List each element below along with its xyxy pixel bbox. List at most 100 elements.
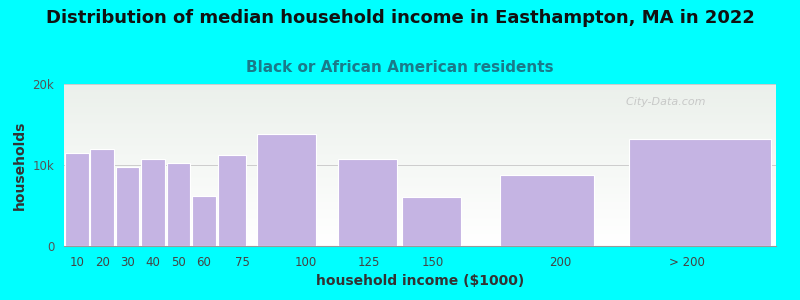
Bar	[64, 243, 776, 244]
Bar	[64, 102, 776, 103]
Bar	[64, 197, 776, 198]
Bar	[64, 133, 776, 134]
Bar	[64, 154, 776, 155]
Bar	[64, 165, 776, 166]
Bar	[64, 130, 776, 131]
Bar	[64, 137, 776, 138]
Bar	[64, 117, 776, 118]
Bar	[64, 200, 776, 201]
Bar	[64, 241, 776, 242]
Bar	[64, 206, 776, 207]
Bar	[629, 139, 770, 246]
Bar	[64, 230, 776, 231]
Bar	[64, 171, 776, 172]
Bar	[64, 202, 776, 203]
Bar	[64, 128, 776, 129]
Bar	[64, 157, 776, 158]
Bar	[64, 183, 776, 184]
Bar	[64, 156, 776, 157]
Bar	[64, 190, 776, 191]
Bar	[64, 167, 776, 168]
Y-axis label: households: households	[13, 120, 27, 210]
Bar	[64, 219, 776, 220]
Bar	[64, 244, 776, 245]
Bar	[64, 96, 776, 97]
Bar	[64, 116, 776, 117]
Bar	[64, 189, 776, 190]
Bar	[64, 231, 776, 232]
Bar	[64, 208, 776, 209]
Bar	[64, 195, 776, 196]
Bar	[64, 184, 776, 185]
Bar	[166, 164, 190, 246]
Bar	[64, 134, 776, 135]
Bar	[64, 173, 776, 174]
Bar	[64, 103, 776, 104]
Bar	[402, 197, 461, 246]
Bar	[64, 131, 776, 132]
Bar	[64, 141, 776, 142]
Bar	[64, 91, 776, 92]
Bar	[64, 158, 776, 159]
Bar	[64, 94, 776, 95]
Bar	[64, 222, 776, 223]
Bar	[64, 198, 776, 199]
Bar	[64, 143, 776, 144]
Bar	[64, 181, 776, 182]
Bar	[64, 172, 776, 173]
Bar	[64, 225, 776, 226]
Bar	[64, 179, 776, 180]
Bar	[64, 226, 776, 227]
Bar	[64, 129, 776, 130]
Bar	[64, 228, 776, 229]
Bar	[64, 118, 776, 119]
Bar	[64, 142, 776, 143]
Bar	[64, 86, 776, 87]
Bar	[141, 159, 165, 246]
Bar	[64, 149, 776, 150]
Bar	[64, 111, 776, 112]
Bar	[64, 132, 776, 133]
Bar	[64, 232, 776, 233]
Bar	[64, 87, 776, 88]
Bar	[64, 162, 776, 163]
Bar	[64, 242, 776, 243]
Bar	[64, 207, 776, 208]
Bar	[64, 164, 776, 165]
Bar	[500, 175, 594, 246]
Text: Black or African American residents: Black or African American residents	[246, 60, 554, 75]
Bar	[64, 180, 776, 181]
Bar	[64, 127, 776, 128]
Bar	[64, 148, 776, 149]
Bar	[64, 84, 776, 85]
Bar	[64, 178, 776, 179]
Bar	[64, 89, 776, 90]
Bar	[64, 122, 776, 123]
Bar	[64, 217, 776, 218]
Bar	[64, 109, 776, 110]
Bar	[64, 113, 776, 114]
Bar	[64, 185, 776, 186]
Bar	[64, 212, 776, 213]
Bar	[64, 123, 776, 124]
Bar	[64, 176, 776, 177]
Bar	[64, 153, 776, 154]
Bar	[64, 186, 776, 187]
Bar	[64, 240, 776, 241]
Bar	[64, 135, 776, 136]
Bar	[64, 144, 776, 145]
Bar	[64, 146, 776, 147]
Bar	[64, 224, 776, 225]
Bar	[64, 168, 776, 169]
Bar	[64, 136, 776, 137]
Bar	[64, 238, 776, 239]
Bar	[64, 126, 776, 127]
Bar	[64, 110, 776, 111]
Bar	[64, 223, 776, 224]
Bar	[64, 239, 776, 240]
Bar	[64, 98, 776, 99]
Bar	[64, 170, 776, 171]
Bar	[64, 214, 776, 215]
Bar	[64, 204, 776, 205]
Bar	[64, 119, 776, 120]
